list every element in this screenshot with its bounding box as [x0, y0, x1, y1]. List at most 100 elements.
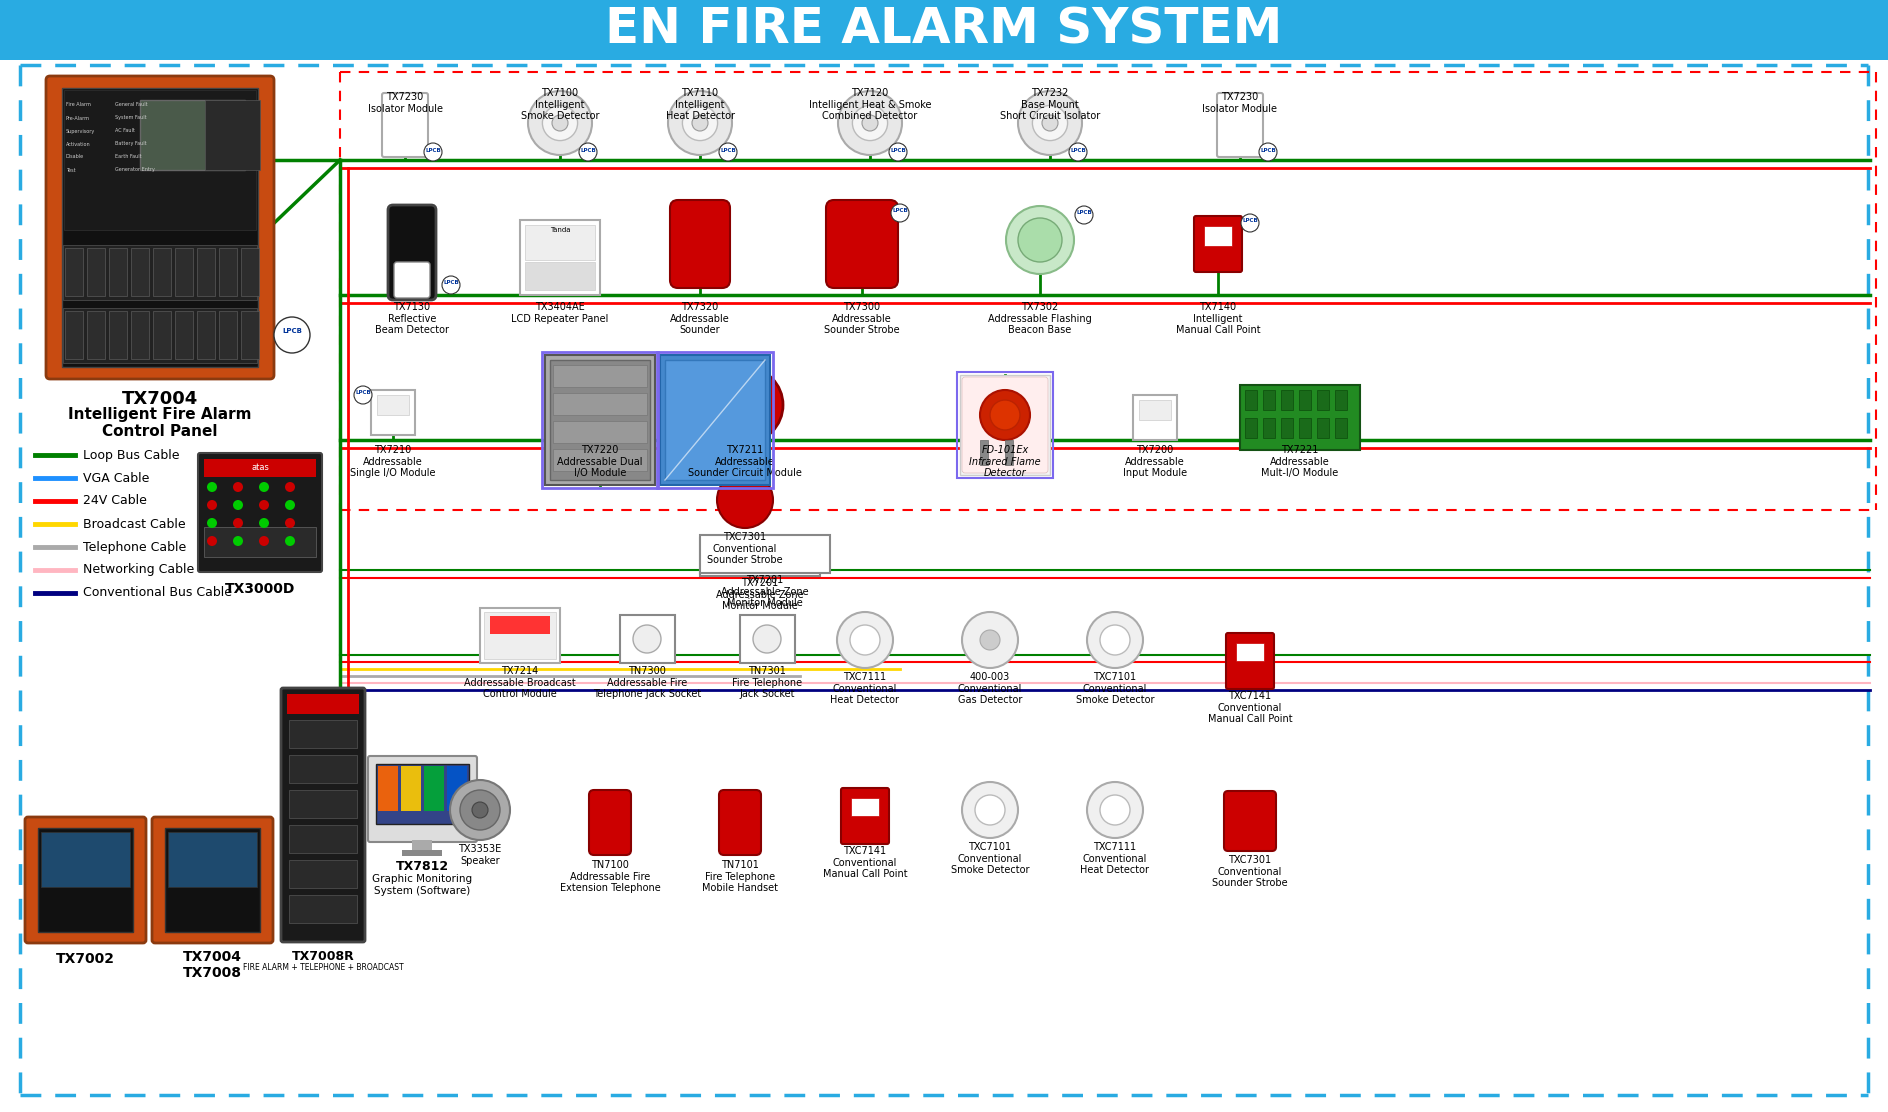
Text: Activation: Activation	[66, 141, 91, 147]
Bar	[130, 248, 149, 296]
Bar	[168, 832, 257, 887]
Text: 400-003
Conventional
Gas Detector: 400-003 Conventional Gas Detector	[957, 672, 1021, 705]
FancyBboxPatch shape	[153, 817, 274, 943]
Circle shape	[285, 500, 295, 510]
Circle shape	[232, 500, 244, 510]
Circle shape	[963, 612, 1018, 668]
Circle shape	[1042, 115, 1057, 131]
Text: Conventional Bus Cable: Conventional Bus Cable	[83, 586, 232, 599]
Bar	[553, 449, 648, 471]
Circle shape	[1074, 206, 1093, 224]
Circle shape	[529, 91, 593, 155]
Circle shape	[285, 518, 295, 528]
Text: LPCB: LPCB	[355, 390, 370, 396]
Bar	[412, 840, 432, 850]
Text: TX7201
Addressable Zone
Monitor Module: TX7201 Addressable Zone Monitor Module	[721, 575, 808, 608]
Circle shape	[285, 536, 295, 546]
Circle shape	[1259, 143, 1276, 161]
Text: TXC7101
Conventional
Smoke Detector: TXC7101 Conventional Smoke Detector	[1076, 672, 1154, 705]
Circle shape	[632, 625, 661, 653]
Circle shape	[980, 390, 1031, 440]
Text: Fire Alarm: Fire Alarm	[66, 102, 91, 108]
FancyBboxPatch shape	[45, 76, 274, 379]
Bar	[87, 248, 106, 296]
Circle shape	[851, 106, 887, 140]
Bar	[425, 766, 444, 811]
FancyBboxPatch shape	[395, 262, 430, 298]
Circle shape	[208, 500, 217, 510]
Text: LPCB: LPCB	[444, 280, 459, 286]
Text: TX3000D: TX3000D	[225, 582, 295, 596]
Bar	[378, 395, 410, 415]
Text: TX7221
Addressable
Mult-I/O Module: TX7221 Addressable Mult-I/O Module	[1261, 445, 1339, 478]
Bar	[1299, 390, 1310, 410]
Circle shape	[259, 518, 268, 528]
Bar	[0, 0, 1888, 60]
Bar	[289, 790, 357, 818]
Text: 24V Cable: 24V Cable	[83, 495, 147, 507]
FancyBboxPatch shape	[827, 200, 899, 288]
Bar	[87, 311, 106, 359]
Bar	[62, 245, 257, 300]
Bar	[1240, 385, 1359, 450]
Bar	[204, 527, 315, 557]
Bar	[491, 616, 549, 634]
Bar	[851, 798, 880, 816]
Text: LPCB: LPCB	[1076, 210, 1091, 216]
Circle shape	[693, 115, 708, 131]
Text: Broadcast Cable: Broadcast Cable	[83, 517, 185, 530]
FancyBboxPatch shape	[25, 817, 145, 943]
Circle shape	[355, 386, 372, 404]
Circle shape	[208, 481, 217, 492]
Bar	[400, 766, 421, 811]
Text: TXC7141
Conventional
Manual Call Point: TXC7141 Conventional Manual Call Point	[823, 846, 908, 880]
Circle shape	[980, 631, 1001, 651]
Bar	[140, 100, 245, 170]
Circle shape	[682, 106, 717, 140]
Circle shape	[580, 143, 597, 161]
Text: Pre-Alarm: Pre-Alarm	[66, 116, 91, 120]
Circle shape	[551, 115, 568, 131]
Circle shape	[472, 802, 487, 818]
FancyBboxPatch shape	[670, 200, 731, 288]
Circle shape	[1069, 143, 1087, 161]
Circle shape	[1018, 218, 1061, 262]
Text: TN7100
Addressable Fire
Extension Telephone: TN7100 Addressable Fire Extension Teleph…	[559, 860, 661, 893]
Text: Disable: Disable	[66, 155, 85, 159]
Text: LPCB: LPCB	[719, 148, 736, 152]
Circle shape	[232, 481, 244, 492]
Text: TX7140
Intelligent
Manual Call Point: TX7140 Intelligent Manual Call Point	[1176, 302, 1261, 335]
Text: TX7220
Addressable Dual
I/O Module: TX7220 Addressable Dual I/O Module	[557, 445, 642, 478]
Bar	[525, 225, 595, 260]
Text: FIRE ALARM + TELEPHONE + BROADCAST: FIRE ALARM + TELEPHONE + BROADCAST	[244, 963, 404, 972]
Circle shape	[974, 795, 1004, 825]
Text: Graphic Monitoring
System (Software): Graphic Monitoring System (Software)	[372, 874, 472, 895]
Text: AC Fault: AC Fault	[115, 129, 134, 133]
Text: TX7130
Reflective
Beam Detector: TX7130 Reflective Beam Detector	[376, 302, 449, 335]
Bar	[372, 390, 415, 435]
Bar	[1280, 390, 1293, 410]
Text: TN7301
Fire Telephone
Jack Socket: TN7301 Fire Telephone Jack Socket	[733, 666, 802, 699]
Circle shape	[963, 782, 1018, 838]
Bar	[64, 248, 83, 296]
FancyBboxPatch shape	[198, 453, 323, 572]
FancyBboxPatch shape	[1218, 93, 1263, 157]
Bar	[289, 755, 357, 783]
Text: TX7211
Addressable
Sounder Circuit Module: TX7211 Addressable Sounder Circuit Modul…	[687, 445, 802, 478]
Text: Telephone Cable: Telephone Cable	[83, 540, 187, 554]
FancyBboxPatch shape	[589, 790, 631, 855]
Text: FD-101Ex
Infrared Flame
Detector: FD-101Ex Infrared Flame Detector	[969, 445, 1040, 478]
Text: Generator Entry: Generator Entry	[115, 168, 155, 172]
Bar	[242, 311, 259, 359]
Bar	[1244, 418, 1257, 438]
Text: TX7812: TX7812	[395, 860, 449, 873]
Bar	[130, 311, 149, 359]
Text: Tanda: Tanda	[549, 227, 570, 234]
Text: Supervisory: Supervisory	[66, 129, 94, 133]
Text: TXC7111
Conventional
Heat Detector: TXC7111 Conventional Heat Detector	[1080, 842, 1150, 875]
Bar	[553, 365, 648, 387]
Circle shape	[1240, 214, 1259, 232]
Text: LPCB: LPCB	[1259, 148, 1276, 152]
Circle shape	[1018, 91, 1082, 155]
Bar	[196, 248, 215, 296]
